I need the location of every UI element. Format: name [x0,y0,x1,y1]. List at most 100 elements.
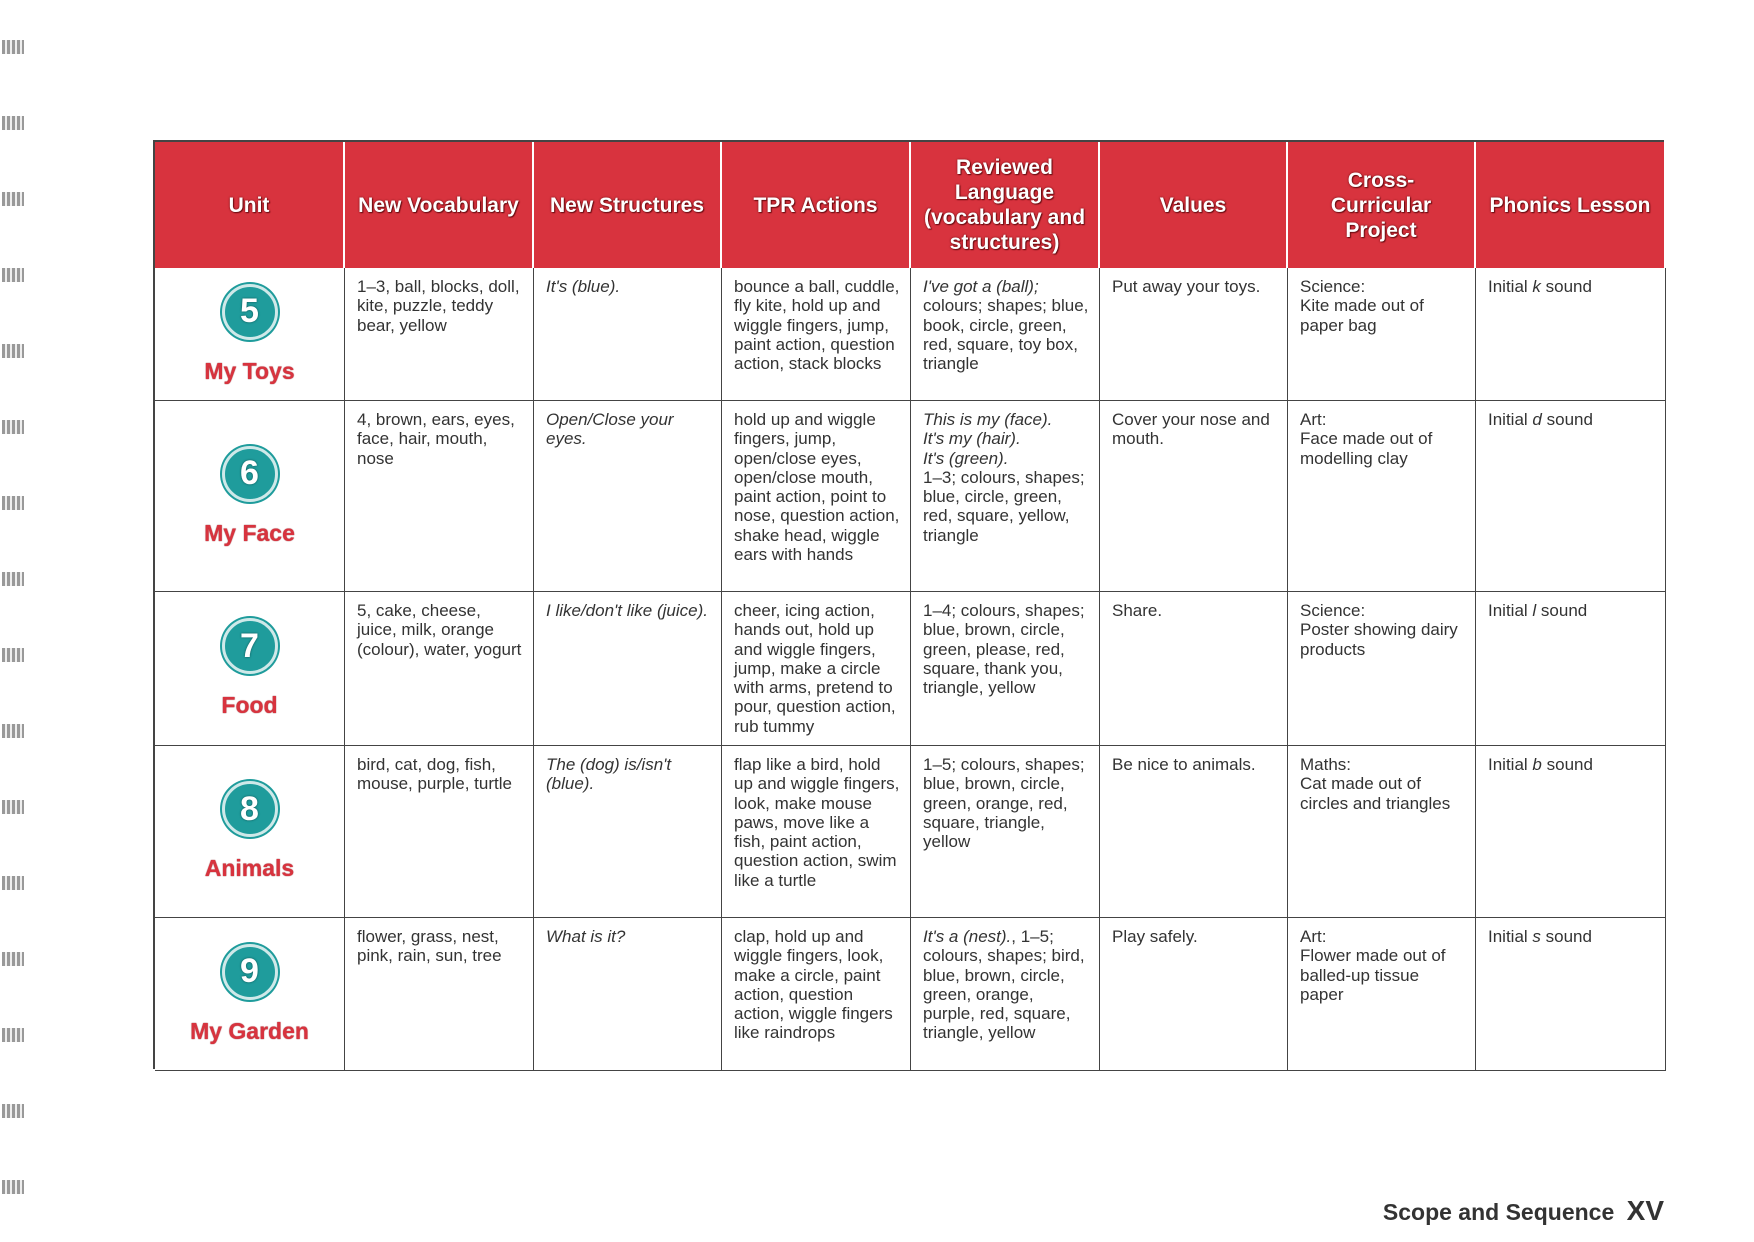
header-cell: Unit [155,142,345,268]
spiral-ring [2,420,24,434]
italic-text: I like/don't like (juice). [546,601,708,620]
cell-text: 5, cake, cheese, juice, milk, orange (co… [357,601,522,659]
cell-text: flower, grass, nest, pink, rain, sun, tr… [357,927,502,966]
cell-text: Art: Face made out of modelling clay [1300,410,1433,468]
table-cell: It's (blue). [534,268,722,401]
unit-number: 8 [221,781,278,837]
cell-text: sound [1536,601,1588,620]
unit-cell: 7 Food [155,592,345,746]
italic-text: The (dog) is/isn't (blue). [546,755,672,794]
table-cell: Be nice to animals. [1100,746,1288,918]
spiral-ring [2,800,24,814]
spiral-ring [2,268,24,282]
table-cell: Art: Face made out of modelling clay [1288,401,1476,592]
cell-text: sound [1541,410,1593,429]
table-cell: hold up and wiggle fingers, jump, open/c… [722,401,911,592]
table-cell: Science: Kite made out of paper bag [1288,268,1476,401]
table-cell: Maths: Cat made out of circles and trian… [1288,746,1476,918]
header-cell: New Structures [534,142,722,268]
unit-cell: 5 My Toys [155,268,345,401]
table-cell: Science: Poster showing dairy products [1288,592,1476,746]
cell-text: Initial [1488,277,1533,296]
cell-text: 1–3; colours, shapes; blue, circle, gree… [923,467,1085,545]
cell-text: 4, brown, ears, eyes, face, hair, mouth,… [357,410,515,468]
table-cell: The (dog) is/isn't (blue). [534,746,722,918]
header-cell: Phonics Lesson [1476,142,1666,268]
table-cell: clap, hold up and wiggle fingers, look, … [722,918,911,1071]
unit-cell: 6 My Face [155,401,345,592]
table-cell: It's a (nest)., 1–5; colours, shapes; bi… [911,918,1100,1071]
footer-title: Scope and Sequence [1382,1199,1615,1225]
table-cell: Initial d sound [1476,401,1666,592]
unit-number: 9 [221,943,278,1000]
cell-text: colours; shapes; blue, book, circle, gre… [923,296,1089,374]
cell-text: Put away your toys. [1112,277,1261,296]
spiral-ring [2,648,24,662]
italic-text: Open/Close your eyes. [546,410,674,449]
italic-text: d [1532,410,1542,429]
footer: Scope and Sequence XV [1383,1195,1664,1227]
spiral-ring [2,40,24,54]
unit-number: 6 [221,445,278,502]
unit-name: Animals [204,855,295,881]
table-cell: Share. [1100,592,1288,746]
table-cell: Open/Close your eyes. [534,401,722,592]
cell-text: Initial [1488,410,1533,429]
unit-cell: 8 Animals [155,746,345,918]
spiral-ring [2,1180,24,1194]
cell-text: Share. [1112,601,1163,620]
cell-text: , 1–5; colours, shapes; bird, blue, brow… [923,927,1085,1043]
cell-text: flap like a bird, hold up and wiggle fin… [734,755,900,890]
unit-name: Food [221,692,278,718]
page-number: XV [1626,1195,1664,1226]
table-cell: I like/don't like (juice). [534,592,722,746]
table-cell: 5, cake, cheese, juice, milk, orange (co… [345,592,534,746]
table-cell: flower, grass, nest, pink, rain, sun, tr… [345,918,534,1071]
cell-text: Science: Kite made out of paper bag [1300,277,1424,335]
table-cell: Initial b sound [1476,746,1666,918]
unit-cell: 9 My Garden [155,918,345,1071]
unit-number: 7 [221,618,278,674]
italic-text: This is my (face). It's my (hair). It's … [923,410,1053,468]
unit-name: My Toys [204,357,295,384]
cell-text: Play safely. [1112,927,1198,946]
table-cell: 1–4; colours, shapes; blue, brown, circl… [911,592,1100,746]
table-cell: Initial l sound [1476,592,1666,746]
cell-text: Art: Flower made out of balled-up tissue… [1300,927,1446,1004]
table-cell: Initial k sound [1476,268,1666,401]
table-cell: 1–3, ball, blocks, doll, kite, puzzle, t… [345,268,534,401]
scope-table: Unit New Vocabulary New Structures TPR Acti… [153,140,1666,1071]
table-cell: I've got a (ball); colours; shapes; blue… [911,268,1100,401]
cell-text: sound [1540,927,1592,946]
cell-text: hold up and wiggle fingers, jump, open/c… [734,410,900,565]
table-cell: bounce a ball, cuddle, fly kite, hold up… [722,268,911,401]
italic-text: It's (blue). [546,277,621,296]
table-cell: 1–5; colours, shapes; blue, brown, circl… [911,746,1100,918]
table-cell: bird, cat, dog, fish, mouse, purple, tur… [345,746,534,918]
cell-text: 1–3, ball, blocks, doll, kite, puzzle, t… [357,277,520,335]
table-cell: This is my (face). It's my (hair). It's … [911,401,1100,592]
cell-text: clap, hold up and wiggle fingers, look, … [734,927,893,1043]
cell-text: bird, cat, dog, fish, mouse, purple, tur… [357,755,512,794]
table-cell: Art: Flower made out of balled-up tissue… [1288,918,1476,1071]
italic-text: What is it? [546,927,626,946]
unit-number: 5 [221,283,278,340]
spiral-ring [2,876,24,890]
table-cell: Cover your nose and mouth. [1100,401,1288,592]
table-cell: Put away your toys. [1100,268,1288,401]
italic-text: It's a (nest). [923,927,1012,946]
cell-text: 1–5; colours, shapes; blue, brown, circl… [923,755,1085,852]
spiral-ring [2,572,24,586]
cell-text: sound [1541,755,1593,774]
cell-text: bounce a ball, cuddle, fly kite, hold up… [734,277,900,374]
spiral-ring [2,192,24,206]
cell-text: cheer, icing action, hands out, hold up … [734,601,896,736]
cell-text: Science: Poster showing dairy products [1300,601,1458,659]
cell-text: Initial [1488,601,1533,620]
header-cell: New Vocabulary [345,142,534,268]
cell-text: Cover your nose and mouth. [1112,410,1270,449]
cell-text: Initial [1488,927,1533,946]
table-cell: Play safely. [1100,918,1288,1071]
cell-text: 1–4; colours, shapes; blue, brown, circl… [923,601,1085,698]
